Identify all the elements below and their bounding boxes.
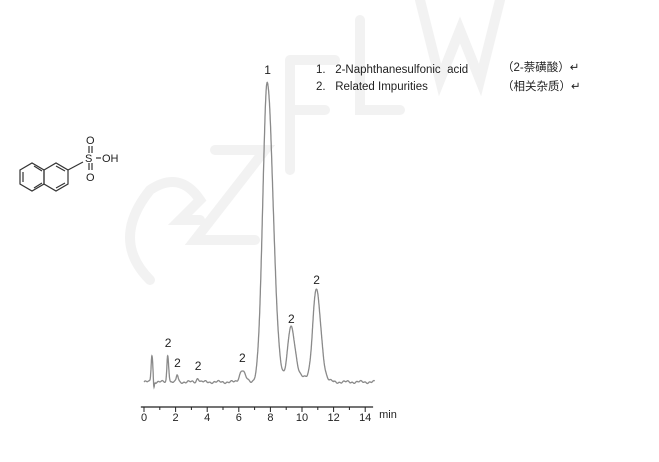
legend-item-2: 2. Related Impurities — [316, 80, 428, 94]
x-axis-label: min — [379, 409, 397, 421]
x-tick-label: 10 — [296, 412, 308, 424]
legend-name: Related Impurities — [335, 81, 428, 93]
oxygen-top: O — [86, 135, 95, 147]
legend-num: 2. — [316, 81, 326, 93]
legend-name: 2-Naphthanesulfonic acid — [335, 64, 469, 76]
peak-label-7: 2 — [313, 273, 320, 287]
x-tick-label: 2 — [173, 412, 179, 424]
x-tick-label: 4 — [204, 412, 210, 424]
peak-label-6: 2 — [288, 312, 295, 326]
naphthalene-sulfonic-acid-structure — [19, 146, 101, 192]
sulfur-atom: S — [85, 153, 92, 165]
x-tick-label: 6 — [236, 412, 242, 424]
watermark-graphic — [125, 0, 505, 285]
peak-label-2: 2 — [174, 356, 181, 370]
peak-label-5: 1 — [264, 63, 271, 77]
hydroxyl: OH — [102, 153, 119, 165]
legend-cn-2: （相关杂质）↵ — [502, 81, 581, 93]
legend-item-1: 1. 2-Naphthanesulfonic acid — [316, 63, 468, 77]
legend-cn-1: （2-萘磺酸）↵ — [502, 62, 580, 74]
x-tick-label: 8 — [267, 412, 273, 424]
oxygen-bottom: O — [86, 172, 95, 184]
chromatogram-trace — [143, 81, 375, 390]
x-tick-label: 14 — [359, 412, 371, 424]
peak-label-4: 2 — [239, 351, 246, 365]
peak-label-1: 2 — [165, 336, 172, 350]
x-tick-label: 0 — [141, 412, 147, 424]
x-tick-label: 12 — [327, 412, 339, 424]
peak-label-3: 2 — [195, 359, 202, 373]
legend-num: 1. — [316, 64, 326, 76]
